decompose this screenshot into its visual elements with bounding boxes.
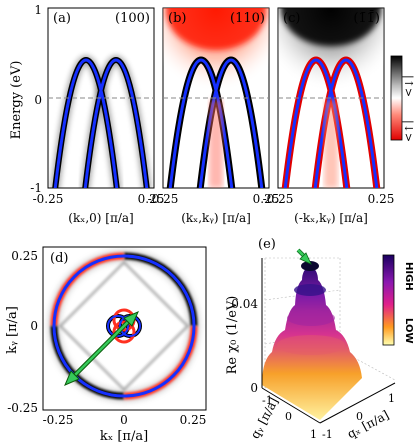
e-qy-tick-right: 1 [310,428,317,441]
b-xtick-left: -0.25 [148,192,179,206]
panel-a-xlabel: (kₓ,0) [π/a] [68,211,133,225]
panel-d: (d) 0.25 0 -0.25 kᵧ [π/a] -0.25 0 0.25 k… [5,246,207,444]
energy-axis-label: Energy (eV) [9,61,24,140]
e-qy-tick-mid: 0 [285,410,292,423]
panel-b-tag: (b) [168,11,186,26]
panel-b-xlabel: (kₓ,kᵧ) [π/a] [181,211,251,225]
panel-c-direction: (1̄1̄̄) [353,10,380,26]
top-y-axis: Energy (eV) 1 0 -1 [9,3,42,195]
b-xtick-right: 0.25 [253,192,280,206]
c-xtick-left: -0.25 [263,192,294,206]
top-x-axes: -0.25 0.25 (kₓ,0) [π/a] -0.25 0.25 (kₓ,k… [33,192,395,225]
spin-down-label: |↓> [401,120,415,142]
a-xtick-right: 0.25 [138,192,165,206]
e-ztick-004: 0.04 [231,297,258,311]
panel-a-tag: (a) [53,11,71,26]
panel-e: (e) 0.04 0 Re χ₀ (1/eV) -1 0 1 -1 0 1 qᵧ… [225,237,396,442]
susceptibility-surface [262,265,362,420]
d-ylabel: kᵧ [π/a] [5,306,20,354]
c-xtick-right: 0.25 [368,192,395,206]
e-qx-tick-right: 1 [388,392,395,405]
ytick-minus1: -1 [30,181,42,195]
panel-d-tag: (d) [50,251,68,266]
e-qy-label: qᵧ [π/a] [248,395,281,441]
d-ytick-mid: 0 [30,319,38,333]
panel-b: (b) (110) [162,7,270,189]
panel-c: (c) (1̄1̄̄) [277,7,385,189]
ytick-0: 0 [34,93,42,107]
e-qx-tick-mid: 0 [356,410,363,423]
d-xlabel: kₓ [π/a] [100,429,148,444]
panel-b-direction: (110) [230,11,265,26]
d-xtick-left: -0.25 [43,413,74,427]
a-xtick-left: -0.25 [33,192,64,206]
e-zlabel: Re χ₀ (1/eV) [225,296,240,375]
d-xtick-right: 0.25 [180,413,207,427]
spin-colorbar: |↑> |↓> [390,55,415,142]
e-qy-tick-left: -1 [262,394,273,407]
e-ztick-0: 0 [250,381,258,395]
d-ytick-bottom: -0.25 [7,401,38,415]
heat-low-label: LOW [403,318,414,344]
panel-a-direction: (100) [115,11,150,26]
d-ytick-top: 0.25 [11,249,38,263]
e-qx-tick-left: -1 [322,428,333,441]
heat-colorbar: HIGH LOW [382,254,414,346]
heat-high-label: HIGH [403,262,414,291]
e-qx-label: qₓ [π/a] [345,408,391,442]
ytick-1: 1 [34,3,42,17]
panel-c-xlabel: (-kₓ,kᵧ) [π/a] [294,211,368,225]
d-xtick-mid: 0 [120,413,128,427]
panel-e-tag: (e) [258,237,276,252]
panel-c-tag: (c) [283,11,300,26]
panel-a: (a) (100) [47,7,155,189]
spin-up-label: |↑> [401,75,415,97]
